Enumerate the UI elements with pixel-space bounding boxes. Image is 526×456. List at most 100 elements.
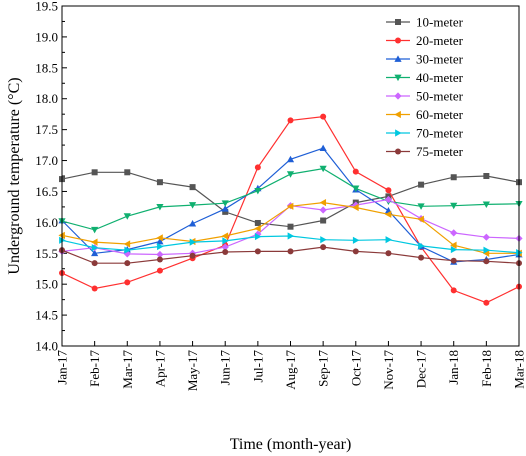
legend-marker bbox=[395, 19, 401, 25]
legend-label: 10-meter bbox=[416, 15, 464, 30]
data-point bbox=[418, 181, 425, 188]
data-point bbox=[188, 220, 197, 227]
legend-marker bbox=[395, 129, 402, 137]
data-point bbox=[384, 195, 393, 204]
y-tick-label: 15.0 bbox=[35, 277, 58, 292]
x-tick-label: Apr-17 bbox=[152, 350, 167, 388]
data-point bbox=[287, 232, 295, 240]
data-point bbox=[352, 248, 359, 255]
data-point bbox=[124, 246, 131, 254]
data-point bbox=[483, 299, 490, 306]
data-point bbox=[254, 164, 261, 171]
data-point bbox=[156, 179, 163, 186]
legend-label: 70-meter bbox=[416, 126, 464, 141]
legend-item: 10-meter bbox=[386, 15, 464, 30]
data-point bbox=[287, 248, 294, 255]
data-point bbox=[156, 237, 164, 245]
legend-label: 30-meter bbox=[416, 52, 464, 67]
series-layer bbox=[58, 113, 523, 306]
x-tick-label: Mar-18 bbox=[512, 350, 526, 389]
x-tick-label: May-17 bbox=[185, 350, 200, 392]
data-point bbox=[286, 155, 295, 163]
data-point bbox=[123, 213, 131, 220]
data-point bbox=[157, 242, 164, 251]
data-point bbox=[450, 174, 457, 181]
data-point bbox=[156, 204, 164, 211]
legend-label: 75-meter bbox=[416, 144, 464, 159]
x-tick-label: Jan-17 bbox=[55, 350, 70, 385]
data-point bbox=[124, 169, 131, 176]
data-point bbox=[319, 144, 327, 152]
data-point bbox=[124, 260, 131, 267]
x-tick-label: Jul-17 bbox=[250, 350, 265, 383]
data-point bbox=[91, 244, 99, 252]
data-point bbox=[156, 256, 163, 263]
x-tick-label: Mar-17 bbox=[120, 350, 135, 389]
data-point bbox=[450, 202, 458, 210]
x-tick-label: Sep-17 bbox=[316, 350, 331, 387]
data-point bbox=[222, 249, 229, 256]
data-point bbox=[450, 241, 457, 249]
legend-item: 50-meter bbox=[386, 89, 464, 104]
legend-label: 60-meter bbox=[416, 107, 464, 122]
data-point bbox=[450, 257, 457, 264]
data-point bbox=[450, 245, 458, 254]
data-point bbox=[352, 236, 360, 244]
data-point bbox=[385, 250, 392, 257]
data-point bbox=[418, 242, 425, 250]
data-point bbox=[221, 205, 229, 212]
series-40-meter bbox=[58, 165, 523, 234]
legend-marker bbox=[395, 37, 401, 44]
data-point bbox=[254, 224, 261, 233]
data-point bbox=[417, 203, 425, 210]
plot-frame bbox=[61, 5, 520, 347]
legend-item: 40-meter bbox=[386, 70, 464, 85]
data-point bbox=[352, 185, 360, 192]
y-axis-ticks: 14.0 14.5 15.0 15.5 16.0 16.5 17.0 17.5 18.0 18.5… bbox=[35, 0, 67, 354]
data-point bbox=[254, 232, 262, 241]
x-tick-label: Oct-17 bbox=[348, 350, 363, 387]
legend-label: 40-meter bbox=[416, 70, 464, 85]
data-point bbox=[221, 243, 229, 251]
legend-marker bbox=[395, 148, 401, 155]
x-tick-label: Jan-18 bbox=[446, 350, 461, 385]
data-point bbox=[320, 113, 327, 120]
x-tick-label: Feb-18 bbox=[479, 350, 494, 387]
data-point bbox=[254, 219, 261, 226]
series-line bbox=[61, 171, 520, 228]
data-point bbox=[156, 234, 163, 242]
data-point bbox=[286, 171, 295, 178]
data-point bbox=[385, 236, 393, 244]
legend-item: 30-meter bbox=[386, 52, 464, 67]
y-tick-label: 17.5 bbox=[35, 122, 58, 137]
data-point bbox=[450, 229, 458, 237]
data-point bbox=[352, 168, 359, 175]
data-point bbox=[91, 169, 98, 176]
y-tick-label: 18.5 bbox=[35, 60, 58, 75]
data-point bbox=[418, 254, 425, 261]
data-point bbox=[254, 187, 262, 195]
data-point bbox=[417, 215, 424, 223]
data-point bbox=[254, 230, 262, 238]
y-tick-label: 16.5 bbox=[35, 184, 58, 199]
data-point bbox=[222, 208, 229, 215]
y-axis-title: Underground temperature (°C) bbox=[6, 77, 23, 274]
legend-marker bbox=[394, 74, 402, 82]
data-point bbox=[91, 226, 99, 234]
data-point bbox=[320, 217, 327, 224]
series-20-meter bbox=[59, 113, 522, 306]
data-point bbox=[482, 201, 490, 209]
data-point bbox=[319, 206, 327, 214]
data-point bbox=[91, 285, 98, 292]
y-tick-label: 17.0 bbox=[35, 153, 58, 168]
data-point bbox=[221, 232, 229, 240]
data-point bbox=[287, 117, 294, 124]
data-point bbox=[450, 287, 457, 294]
legend-item: 70-meter bbox=[386, 126, 464, 141]
x-axis-ticks: Jan-17 Feb-17 Mar-17 Apr-17 May-17 Jun-17 Jul-… bbox=[55, 341, 526, 391]
data-point bbox=[320, 244, 327, 251]
x-tick-label: Feb-17 bbox=[87, 350, 102, 387]
legend-label: 20-meter bbox=[416, 33, 464, 48]
legend-marker bbox=[394, 55, 402, 62]
data-point bbox=[319, 198, 327, 207]
